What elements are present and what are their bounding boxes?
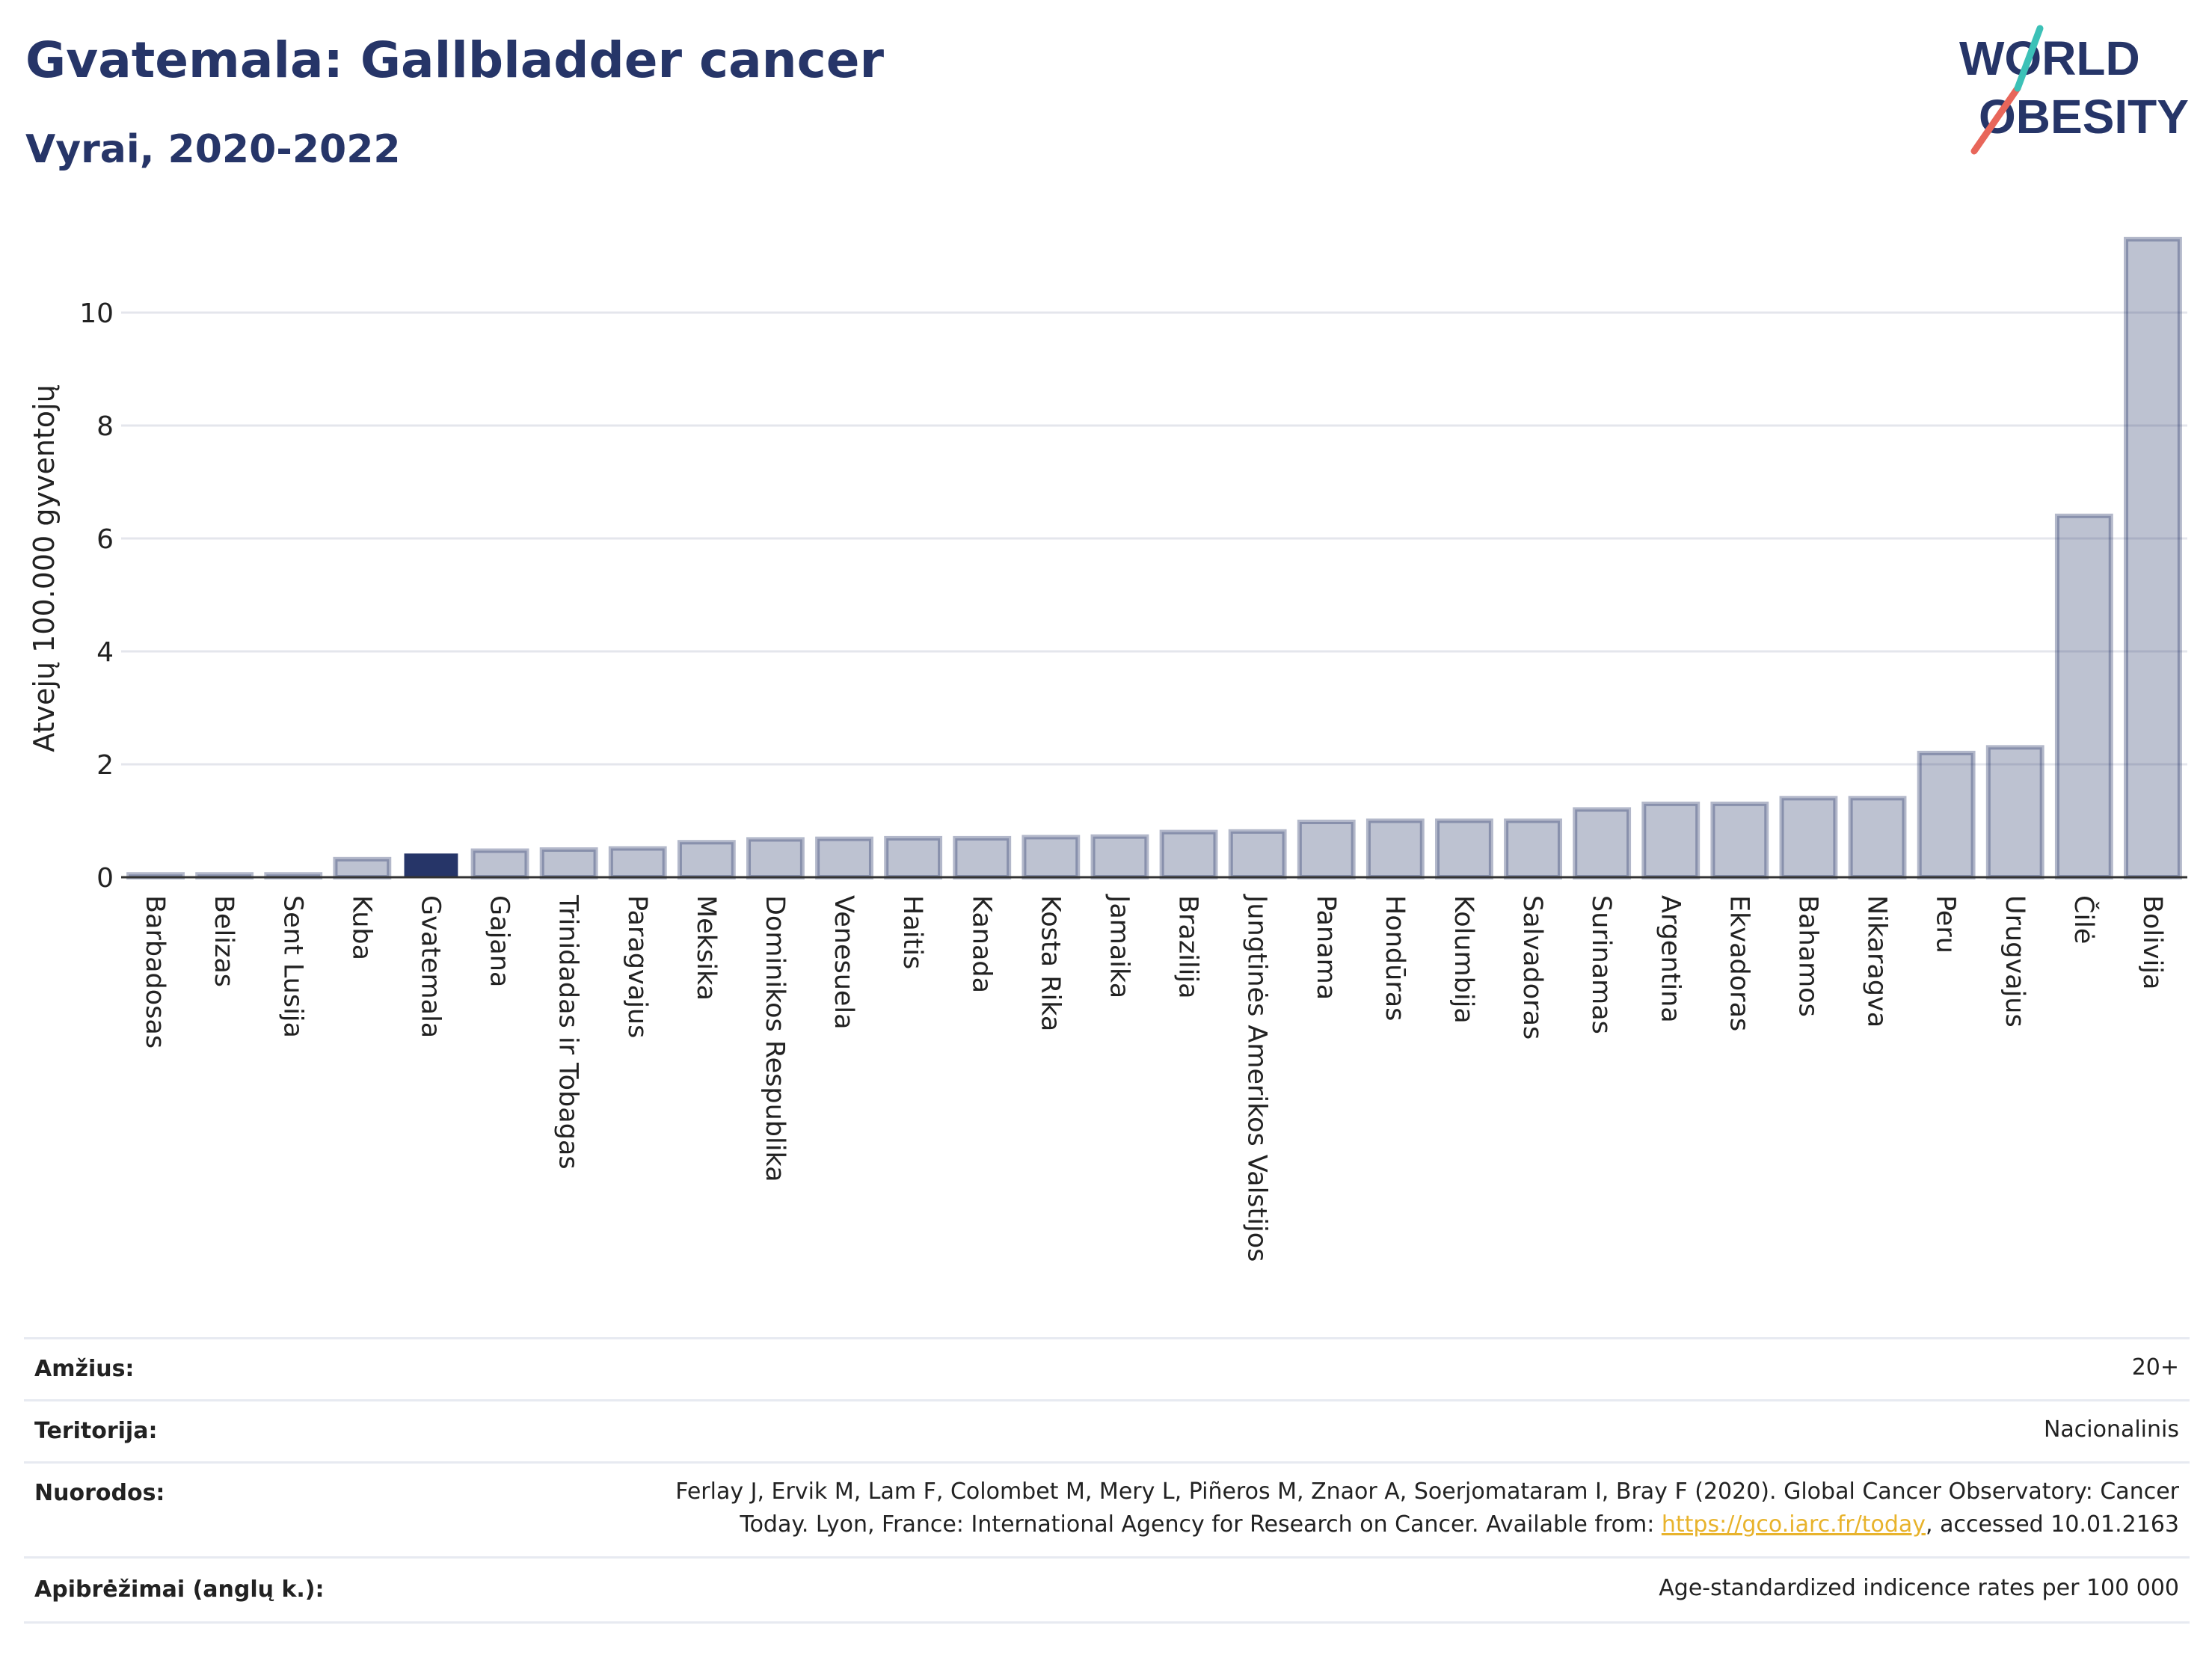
bar <box>1435 818 1493 879</box>
meta-row-age: Amžius: 20+ <box>24 1337 2190 1399</box>
x-tick-label: Trinidadas ir Tobagas <box>553 894 583 1170</box>
meta-refs-line2: Today. Lyon, France: International Agenc… <box>675 1508 2179 1541</box>
meta-refs-line2-pre: Today. Lyon, France: International Agenc… <box>740 1511 1662 1538</box>
x-tick-label: Venesuela <box>829 895 858 1030</box>
bar <box>884 835 943 880</box>
x-tick-label: Nikaragva <box>1862 895 1892 1028</box>
meta-age-label: Amžius: <box>34 1356 135 1382</box>
logo-line1: WORLD <box>1959 31 2140 85</box>
x-tick-label: Surinamas <box>1586 895 1616 1034</box>
bar <box>1779 796 1838 880</box>
x-tick-label: Hondūras <box>1380 895 1410 1021</box>
bar <box>333 856 392 879</box>
bar-highlighted <box>404 853 458 877</box>
y-axis-ticks: 0 2 4 6 8 10 <box>79 298 114 894</box>
bar <box>1710 801 1769 879</box>
x-tick-label: Jamaika <box>1104 894 1134 998</box>
x-tick-label: Gvatemala <box>415 895 445 1038</box>
meta-territory-value: Nacionalinis <box>2043 1416 2179 1443</box>
x-tick-label: Bahamos <box>1792 895 1822 1017</box>
meta-refs-line2-post: , accessed 10.01.2163 <box>1926 1511 2179 1538</box>
bar <box>1021 835 1081 880</box>
bar <box>1090 834 1149 880</box>
bar <box>1228 829 1287 879</box>
bar <box>815 836 873 880</box>
x-axis-ticks: Barbadosas Belizas Sent Lusija Kuba Gvatemal… <box>140 894 2167 1262</box>
refs-link[interactable]: https://gco.iarc.fr/today <box>1661 1511 1926 1538</box>
world-obesity-logo: WORLD OBESITY <box>1959 25 2189 155</box>
x-tick-label: Belizas <box>209 895 239 987</box>
bars <box>126 236 2182 880</box>
x-tick-label: Haitis <box>897 895 927 969</box>
x-tick-label: Kanada <box>966 895 996 993</box>
x-tick-label: Salvadoras <box>1517 895 1547 1040</box>
bar-chart: 0 2 4 6 8 10 Barbadosas Belizas Sent Lusija Kuba… <box>28 236 2187 1262</box>
x-tick-label: Dominikos Respublika <box>760 895 790 1182</box>
bar <box>608 846 667 879</box>
x-tick-label: Kosta Rika <box>1035 895 1065 1031</box>
logo-slash-red <box>1970 85 2021 155</box>
x-tick-label: Sent Lusija <box>277 895 307 1038</box>
bar <box>1641 801 1701 879</box>
bar <box>2054 513 2113 879</box>
bar <box>2124 236 2182 880</box>
meta-territory-label: Teritorija: <box>34 1418 158 1444</box>
meta-row-territory: Teritorija: Nacionalinis <box>24 1399 2190 1461</box>
bar <box>1504 818 1562 879</box>
meta-refs-line1: Ferlay J, Ervik M, Lam F, Colombet M, Me… <box>675 1479 2179 1505</box>
x-tick-label: Jungtinės Amerikos Valstijos <box>1242 894 1272 1262</box>
bar <box>539 847 598 880</box>
meta-row-references: Nuorodos: Ferlay J, Ervik M, Lam F, Colo… <box>24 1461 2190 1556</box>
metadata-table: Amžius: 20+ Teritorija: Nacionalinis Nuo… <box>24 1337 2190 1624</box>
meta-refs-label: Nuorodos: <box>34 1480 165 1506</box>
x-tick-label: Čilė <box>2068 895 2100 944</box>
bar <box>677 840 736 879</box>
meta-age-value: 20+ <box>2131 1354 2179 1381</box>
y-tick-label: 10 <box>79 298 114 329</box>
bar <box>1159 829 1218 879</box>
y-tick-label: 6 <box>96 524 114 555</box>
x-tick-label: Bolivija <box>2137 895 2167 989</box>
x-tick-label: Ekvadoras <box>1724 895 1754 1031</box>
y-tick-label: 4 <box>96 637 114 668</box>
y-tick-label: 8 <box>96 411 114 442</box>
x-tick-label: Argentina <box>1655 895 1685 1023</box>
bar <box>746 837 805 880</box>
grid-lines <box>121 311 2187 766</box>
x-tick-label: Peru <box>1931 895 1961 954</box>
y-tick-label: 2 <box>96 750 114 781</box>
bar <box>1365 818 1425 879</box>
x-tick-label: Brazilija <box>1173 895 1203 999</box>
y-axis-label: Atvejų 100.000 gyventojų <box>28 384 61 752</box>
meta-row-definitions: Apibrėžimai (anglų k.): Age-standardized… <box>24 1556 2190 1624</box>
x-tick-label: Kuba <box>346 895 376 960</box>
meta-refs-value: Ferlay J, Ervik M, Lam F, Colombet M, Me… <box>675 1476 2179 1541</box>
logo-slash-teal <box>2014 25 2044 92</box>
bar <box>1917 750 1976 880</box>
bar <box>1985 745 2044 879</box>
bar <box>470 848 529 880</box>
bar <box>1848 796 1907 880</box>
bar <box>953 835 1012 880</box>
x-tick-label: Paragvajus <box>622 895 652 1038</box>
x-tick-label: Meksika <box>691 895 721 1001</box>
x-tick-label: Barbadosas <box>140 895 170 1048</box>
x-tick-label: Urugvajus <box>2000 895 2030 1028</box>
chart-subtitle: Vyrai, 2020-2022 <box>25 127 401 172</box>
x-tick-label: Panama <box>1311 895 1341 1000</box>
chart-title: Gvatemala: Gallbladder cancer <box>25 31 885 89</box>
meta-defs-value: Age-standardized indicence rates per 100… <box>1659 1575 2179 1601</box>
x-tick-label: Kolumbija <box>1448 895 1478 1024</box>
bar <box>1573 807 1632 880</box>
y-tick-label: 0 <box>96 863 114 894</box>
meta-defs-label: Apibrėžimai (anglų k.): <box>34 1576 325 1603</box>
bar <box>1297 820 1356 880</box>
x-tick-label: Gajana <box>485 895 514 987</box>
